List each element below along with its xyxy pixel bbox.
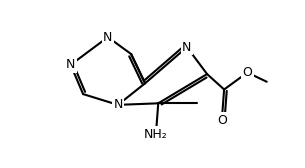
Text: N: N [103, 31, 113, 44]
Text: NH₂: NH₂ [144, 128, 168, 141]
Text: N: N [182, 41, 192, 54]
Text: O: O [217, 114, 227, 127]
Text: O: O [242, 66, 252, 79]
Text: N: N [66, 58, 75, 71]
Text: N: N [113, 98, 123, 111]
